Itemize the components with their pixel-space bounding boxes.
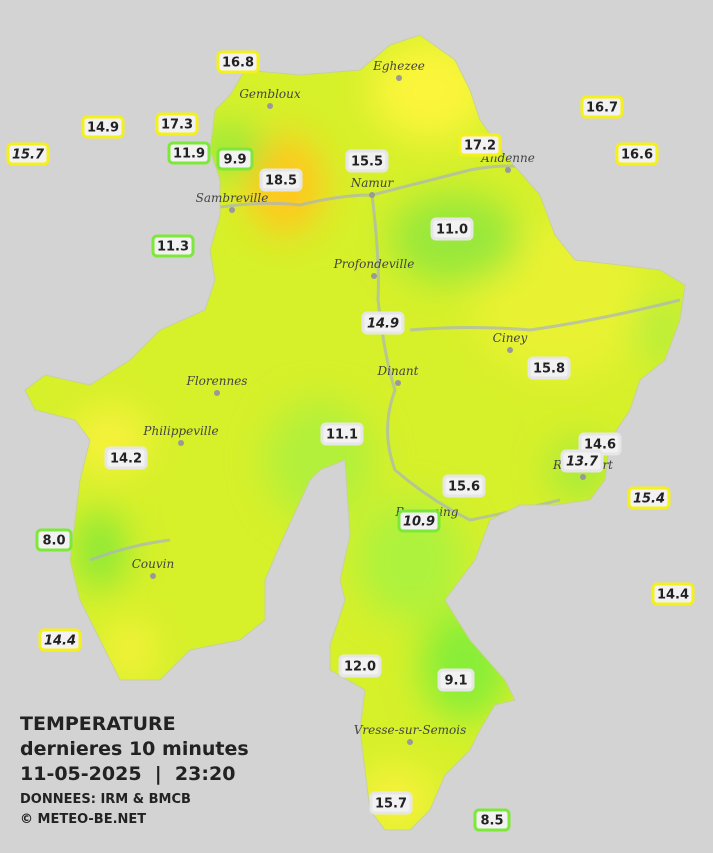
station-box xyxy=(155,112,199,136)
station-value: 18.5 xyxy=(265,174,297,189)
city-dot xyxy=(396,75,402,81)
city-label: Dinant xyxy=(377,364,419,378)
station-value: 15.7 xyxy=(375,797,407,812)
city-label: Namur xyxy=(350,176,395,190)
station-value: 11.3 xyxy=(157,240,189,255)
station-box xyxy=(560,449,604,473)
station-box xyxy=(361,311,405,335)
city-dot xyxy=(407,739,413,745)
station-box xyxy=(216,147,254,171)
station-value: 15.4 xyxy=(633,492,665,507)
station-value: 12.0 xyxy=(344,660,376,675)
station-value: 14.2 xyxy=(110,452,142,467)
station-box xyxy=(473,808,511,832)
station-value: 11.0 xyxy=(436,223,468,238)
city-dot xyxy=(214,390,220,396)
station-box xyxy=(651,582,695,606)
station-box xyxy=(442,474,486,498)
station-box xyxy=(35,528,73,552)
station-value: 14.4 xyxy=(44,634,76,649)
station-value: 16.8 xyxy=(222,56,254,71)
city-dot xyxy=(507,347,513,353)
station-box xyxy=(338,654,382,678)
station-box xyxy=(627,486,671,510)
station-value: 9.9 xyxy=(223,153,246,168)
city-label: Eghezee xyxy=(372,59,425,73)
station-value: 14.4 xyxy=(657,588,689,603)
city-label: Couvin xyxy=(132,557,174,571)
station-box xyxy=(397,509,441,533)
city-dot xyxy=(267,103,273,109)
station-value: 16.6 xyxy=(621,148,653,163)
city-dot xyxy=(369,192,375,198)
map-subtitle: dernieres 10 minutes xyxy=(20,738,249,760)
station-value: 16.7 xyxy=(586,101,618,116)
city-dot xyxy=(150,573,156,579)
station-box xyxy=(38,628,82,652)
station-box xyxy=(167,141,211,165)
city-label: Ciney xyxy=(493,331,528,345)
station-box xyxy=(104,446,148,470)
station-value: 17.3 xyxy=(161,118,193,133)
station-value: 15.6 xyxy=(448,480,480,495)
city-dot xyxy=(229,207,235,213)
station-box xyxy=(216,50,260,74)
station-box xyxy=(369,791,413,815)
copyright: © METEO-BE.NET xyxy=(20,812,146,827)
station-box xyxy=(580,95,624,119)
city-label: Sambreville xyxy=(196,191,269,205)
city-label: Philippeville xyxy=(142,424,218,438)
station-box xyxy=(6,142,50,166)
city-dot xyxy=(580,474,586,480)
station-value: 14.6 xyxy=(584,438,616,453)
city-label: Florennes xyxy=(186,374,248,388)
station-box xyxy=(320,422,364,446)
station-value: 11.1 xyxy=(326,428,358,443)
station-value: 15.8 xyxy=(533,362,565,377)
data-source: DONNEES: IRM & BMCB xyxy=(20,792,191,807)
station-value: 15.5 xyxy=(351,155,383,170)
station-value: 11.9 xyxy=(173,147,205,162)
station-box xyxy=(259,168,303,192)
station-value: 8.0 xyxy=(42,534,65,549)
station-value: 15.7 xyxy=(12,148,45,163)
stations: 16.8 17.3 14.9 15.7 11.9 9.9 18.5 15.5 17.2 16.7 1… xyxy=(6,50,695,832)
city-dot xyxy=(505,167,511,173)
station-value: 10.9 xyxy=(403,515,435,530)
station-box xyxy=(151,234,195,258)
station-value: 17.2 xyxy=(464,139,496,154)
station-value: 9.1 xyxy=(444,674,467,689)
station-value: 13.7 xyxy=(566,455,599,470)
city-label: Profondeville xyxy=(333,257,415,271)
city-dot xyxy=(395,380,401,386)
station-box xyxy=(345,149,389,173)
map-title: TEMPERATURE xyxy=(20,713,176,735)
station-box xyxy=(458,133,502,157)
station-value: 8.5 xyxy=(480,814,503,829)
station-box xyxy=(615,142,659,166)
station-value: 14.9 xyxy=(87,121,119,136)
station-box xyxy=(430,217,474,241)
station-value: 14.9 xyxy=(367,317,399,332)
city-label: Vresse-sur-Semois xyxy=(354,723,467,737)
timestamp: 11-05-2025 | 23:20 xyxy=(20,763,235,785)
station-box xyxy=(81,115,125,139)
city-dot xyxy=(178,440,184,446)
station-box xyxy=(437,668,475,692)
city-dot xyxy=(371,273,377,279)
city-label: Gembloux xyxy=(239,87,301,101)
station-box xyxy=(527,356,571,380)
